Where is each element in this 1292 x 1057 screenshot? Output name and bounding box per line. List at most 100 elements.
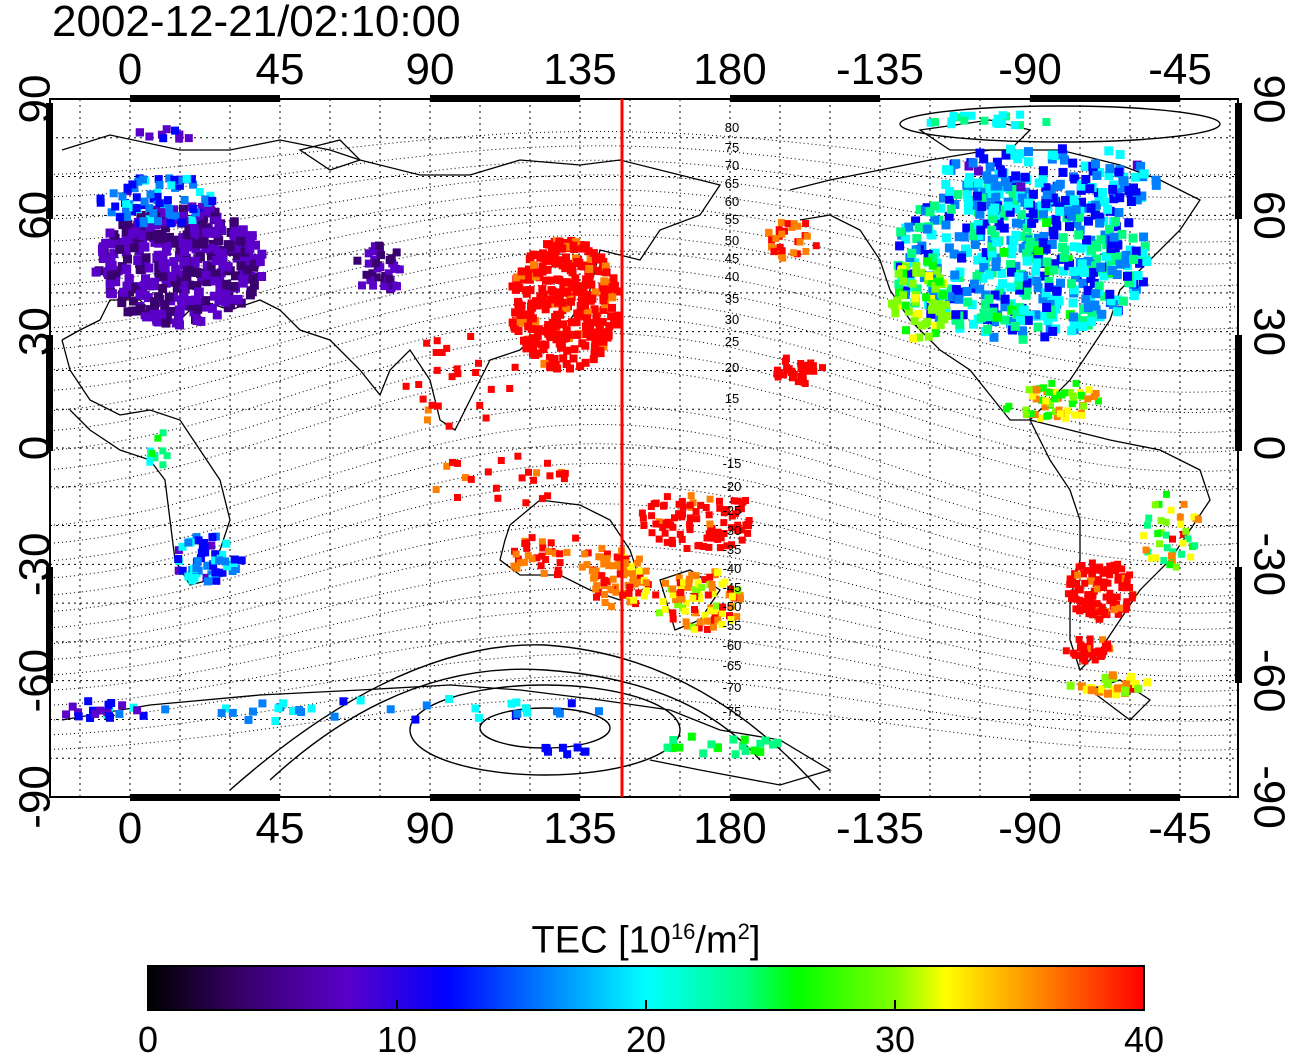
tec-cell bbox=[136, 210, 146, 220]
tec-cell bbox=[676, 530, 684, 538]
tec-cell bbox=[1012, 309, 1022, 319]
tec-cell bbox=[1042, 218, 1052, 227]
tec-cell bbox=[207, 541, 216, 550]
tec-cell bbox=[923, 317, 932, 326]
tec-cell bbox=[175, 134, 184, 143]
tec-cell bbox=[770, 248, 778, 256]
tec-cell bbox=[199, 302, 208, 312]
tec-cell bbox=[106, 289, 116, 299]
tec-cell bbox=[1115, 259, 1125, 269]
tec-cell bbox=[713, 743, 722, 752]
tec-cell bbox=[372, 259, 380, 267]
tec-cell bbox=[1104, 146, 1114, 156]
tec-cell bbox=[221, 704, 230, 713]
tec-cell bbox=[648, 529, 656, 537]
tec-cell bbox=[448, 373, 456, 381]
tec-cell bbox=[550, 355, 559, 363]
tec-cell bbox=[178, 566, 187, 575]
tec-cell bbox=[369, 247, 377, 256]
tec-cell bbox=[149, 209, 158, 218]
tec-cell bbox=[1094, 397, 1102, 405]
tec-cell bbox=[969, 319, 978, 329]
tec-cell bbox=[530, 261, 538, 270]
tec-cell bbox=[204, 577, 212, 586]
tec-cell bbox=[1088, 267, 1098, 277]
tec-cell bbox=[511, 363, 519, 371]
tec-cell bbox=[146, 454, 154, 462]
tec-cell bbox=[1062, 647, 1070, 655]
tec-cell bbox=[233, 294, 243, 304]
tec-cell bbox=[218, 568, 227, 577]
tec-cell bbox=[1011, 204, 1021, 214]
tec-cell bbox=[1030, 202, 1040, 212]
tec-cell bbox=[949, 249, 959, 259]
tec-cell bbox=[567, 265, 576, 274]
lon-tick-bottom: -135 bbox=[836, 804, 924, 853]
lat-tick-right: 0 bbox=[1245, 436, 1292, 460]
tec-cell bbox=[923, 257, 932, 266]
tec-cell bbox=[123, 307, 133, 317]
tec-cell bbox=[980, 188, 990, 198]
tec-cell bbox=[1049, 230, 1059, 240]
tec-cell bbox=[590, 305, 599, 314]
tec-cell bbox=[1118, 176, 1128, 186]
tec-cell bbox=[231, 271, 240, 281]
tec-cell bbox=[1048, 193, 1058, 203]
tec-cell bbox=[750, 746, 759, 755]
tec-cell bbox=[454, 494, 461, 501]
tec-cell bbox=[1083, 256, 1093, 266]
tec-cell bbox=[802, 220, 810, 227]
tec-cell bbox=[1022, 278, 1032, 288]
tec-cell bbox=[708, 617, 716, 625]
tec-cell bbox=[608, 303, 616, 312]
tec-cell bbox=[598, 317, 607, 326]
tec-cell bbox=[781, 357, 789, 365]
tec-cell bbox=[211, 228, 220, 238]
tec-cell bbox=[433, 366, 441, 374]
tec-cell bbox=[467, 333, 475, 340]
tec-cell bbox=[745, 517, 753, 524]
tec-cell bbox=[700, 543, 708, 550]
tec-cell bbox=[1190, 513, 1198, 521]
tec-cell bbox=[598, 572, 606, 580]
tec-cell bbox=[911, 216, 921, 226]
tec-cell bbox=[953, 190, 963, 199]
tec-cell bbox=[132, 193, 141, 202]
tec-cell bbox=[598, 545, 606, 552]
contour-label: -15 bbox=[723, 456, 742, 471]
tec-cell bbox=[1117, 229, 1127, 239]
tec-cell bbox=[1122, 680, 1131, 689]
tec-cell bbox=[1023, 256, 1033, 266]
tec-cell bbox=[110, 233, 120, 243]
tec-cell bbox=[1032, 276, 1042, 286]
tec-cell bbox=[307, 704, 316, 713]
tec-cell bbox=[738, 741, 747, 750]
tec-cell bbox=[1074, 571, 1082, 579]
tec-cell bbox=[1069, 195, 1079, 205]
tec-cell bbox=[528, 334, 537, 343]
tec-cell bbox=[203, 199, 212, 207]
tec-cell bbox=[174, 176, 183, 185]
tec-cell bbox=[206, 262, 216, 272]
tec-cell bbox=[1100, 584, 1108, 591]
tec-cell bbox=[784, 220, 792, 228]
tec-cell bbox=[678, 595, 686, 603]
tec-cell bbox=[1039, 271, 1049, 281]
tec-cell bbox=[964, 178, 974, 188]
tec-cell bbox=[1099, 197, 1109, 207]
tec-cell bbox=[1024, 243, 1034, 253]
tec-cell bbox=[1084, 263, 1094, 273]
tec-cell bbox=[655, 535, 663, 543]
tec-cell bbox=[521, 310, 530, 319]
tec-cell bbox=[117, 237, 127, 247]
lon-tick-top: -90 bbox=[998, 45, 1062, 94]
tec-cell bbox=[1131, 246, 1141, 256]
tec-cell bbox=[543, 251, 552, 260]
tec-cell bbox=[419, 395, 427, 403]
lon-tick-top: 90 bbox=[406, 45, 455, 94]
tec-cell bbox=[223, 562, 232, 571]
tec-cell bbox=[423, 339, 431, 347]
tec-cell bbox=[1123, 600, 1131, 608]
tec-cell bbox=[688, 571, 696, 579]
tec-cell bbox=[987, 242, 997, 252]
